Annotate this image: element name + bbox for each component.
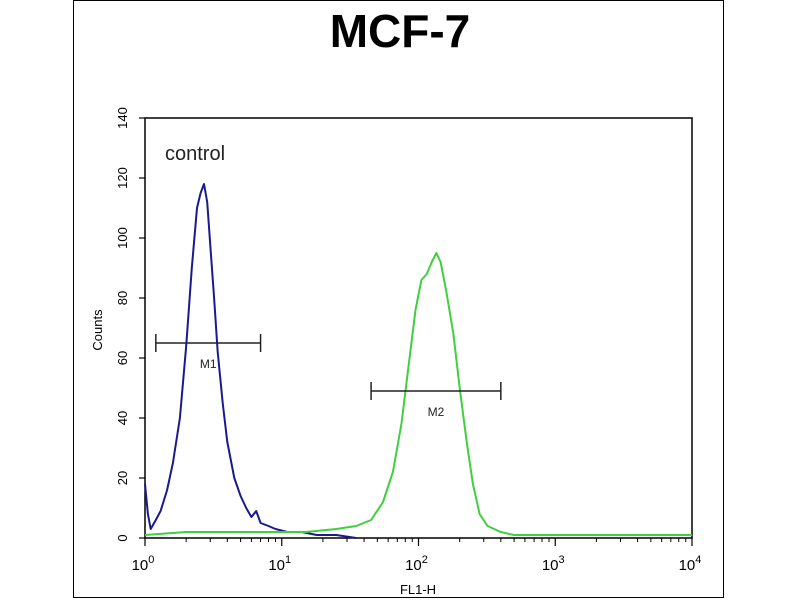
marker-m2: M2 bbox=[370, 382, 502, 419]
control-histogram-line bbox=[144, 183, 357, 539]
sample-histogram-line bbox=[144, 252, 692, 536]
chart-title: MCF-7 bbox=[329, 5, 471, 57]
y-tick-label: 120 bbox=[115, 167, 130, 189]
control-annotation: control bbox=[165, 143, 225, 165]
y-tick-label: 140 bbox=[115, 107, 130, 129]
y-tick-label: 0 bbox=[115, 534, 130, 541]
figure-frame bbox=[73, 0, 724, 598]
x-tick-label: 104 bbox=[679, 554, 702, 574]
x-tick-label: 101 bbox=[268, 554, 291, 574]
y-axis-label: Counts bbox=[90, 309, 105, 351]
y-tick-label: 40 bbox=[115, 411, 130, 425]
plot-area bbox=[144, 117, 693, 539]
y-tick-label: 100 bbox=[115, 227, 130, 249]
y-tick-label: 20 bbox=[115, 471, 130, 485]
y-tick-label: 80 bbox=[115, 291, 130, 305]
marker-m1: M1 bbox=[155, 334, 262, 371]
marker-label: M2 bbox=[428, 405, 445, 419]
marker-label: M1 bbox=[200, 357, 217, 371]
x-tick-label: 102 bbox=[405, 554, 428, 574]
y-tick-label: 60 bbox=[115, 351, 130, 365]
x-axis-label: FL1-H bbox=[400, 582, 436, 597]
x-tick-label: 100 bbox=[132, 554, 155, 574]
x-tick-label: 103 bbox=[542, 554, 565, 574]
